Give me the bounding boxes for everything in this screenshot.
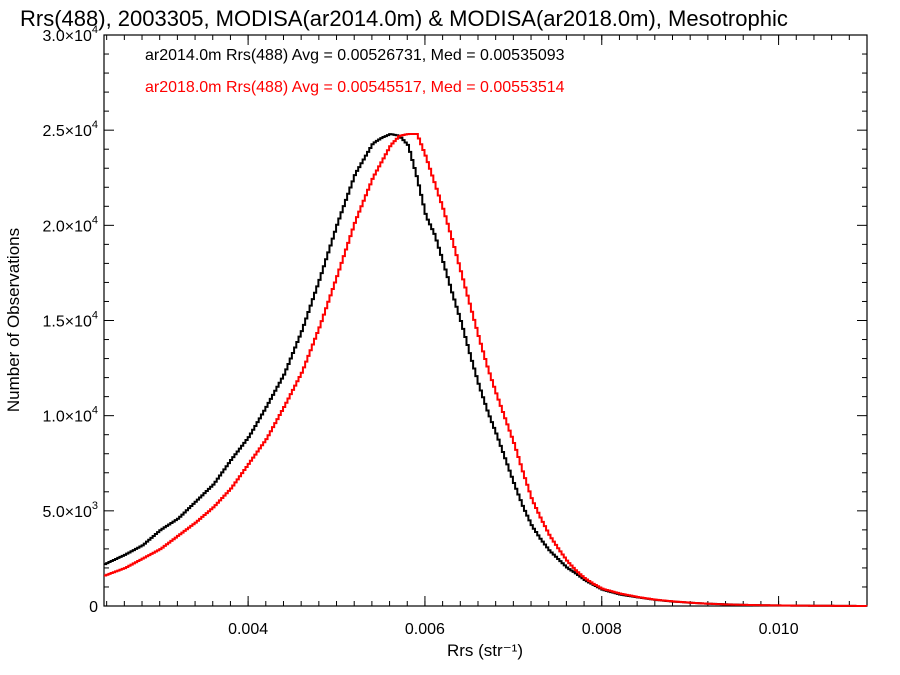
legend-entry-ar2014: ar2014.0m Rrs(488) Avg = 0.00526731, Med… xyxy=(145,47,565,64)
chart-title: Rrs(488), 2003305, MODISA(ar2014.0m) & M… xyxy=(20,6,788,31)
y-tick-label: 0 xyxy=(89,599,98,616)
x-tick-label: 0.010 xyxy=(759,621,799,638)
y-tick-label: 2.5×104 xyxy=(42,119,98,140)
x-tick-label: 0.008 xyxy=(582,621,622,638)
y-tick-label: 2.0×104 xyxy=(42,214,98,235)
series-line-ar2018.0m xyxy=(104,132,868,607)
legend-entry-ar2018: ar2018.0m Rrs(488) Avg = 0.00545517, Med… xyxy=(145,79,565,96)
series-layer xyxy=(104,132,868,607)
y-axis: 0 5.0×103 1.0×104 1.5×104 2.0×104 2.5×104 3.0×… xyxy=(42,24,867,616)
series-line-ar2014.0m xyxy=(104,133,868,607)
x-axis-label: Rrs (str⁻¹) xyxy=(447,641,523,660)
y-tick-label: 3.0×104 xyxy=(42,24,98,45)
y-axis-label: Number of Observations xyxy=(4,228,23,412)
x-axis: 0.004 0.006 0.008 0.010 xyxy=(106,35,868,638)
plot-frame xyxy=(103,34,868,607)
y-tick-label: 1.5×104 xyxy=(42,310,98,331)
x-tick-label: 0.004 xyxy=(228,621,268,638)
x-tick-label: 0.006 xyxy=(405,621,445,638)
y-tick-label: 1.0×104 xyxy=(42,405,98,426)
y-tick-label: 5.0×103 xyxy=(42,500,98,521)
